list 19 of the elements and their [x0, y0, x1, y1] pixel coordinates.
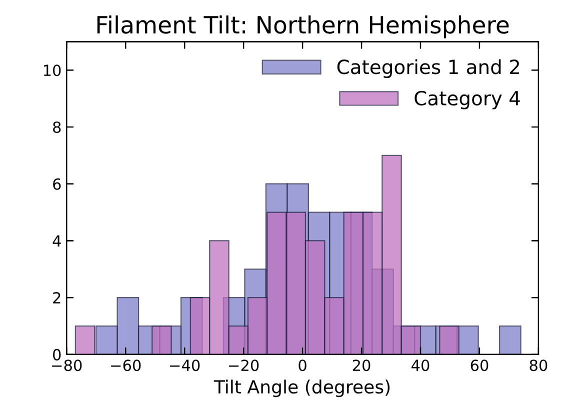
- x-tick-label: −60: [111, 360, 141, 372]
- legend-label: Category 4: [414, 90, 520, 110]
- y-tick-label: 0: [53, 348, 61, 360]
- y-tick-label: 6: [53, 178, 61, 190]
- y-tick-label: 10: [44, 64, 61, 76]
- y-tick-label: 4: [52, 235, 61, 247]
- x-tick-label: −80: [52, 360, 82, 372]
- x-tick-label: 20: [352, 360, 370, 372]
- x-tick-label: 60: [470, 360, 488, 372]
- x-axis-title: Tilt Angle (degrees): [214, 380, 390, 398]
- x-tick-label: 40: [412, 360, 430, 372]
- x-tick-label: 0: [298, 360, 306, 372]
- y-tick-label: 2: [53, 292, 60, 304]
- x-tick-label: 80: [530, 360, 548, 372]
- x-tick-label: −20: [229, 360, 259, 372]
- chart-title: Filament Tilt: Northern Hemisphere: [97, 15, 509, 38]
- legend-label: Categories 1 and 2: [337, 59, 520, 78]
- x-tick-label: −40: [170, 360, 200, 372]
- y-tick-label: 8: [53, 121, 61, 134]
